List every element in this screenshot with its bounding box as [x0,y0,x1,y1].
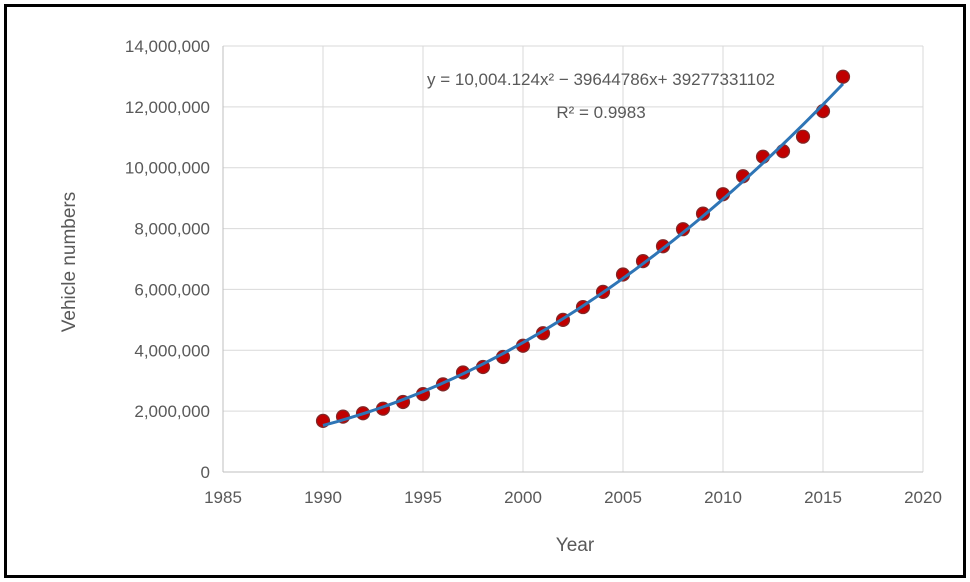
x-axis-title: Year [556,535,595,556]
x-tick-label: 2020 [904,488,942,507]
y-tick-label: 0 [201,463,210,482]
x-tick-labels: 1985 1990 1995 2000 2005 2010 2015 2020 [204,488,942,507]
y-tick-label: 10,000,000 [125,159,210,178]
y-tick-label: 14,000,000 [125,37,210,56]
x-tick-label: 2010 [704,488,742,507]
axes [222,46,923,473]
y-tick-label: 2,000,000 [134,402,210,421]
x-tick-label: 2005 [604,488,642,507]
x-tick-label: 1990 [304,488,342,507]
trendline-r2: R² = 0.9983 [556,103,645,122]
data-point [835,69,851,84]
chart-frame: 0 2,000,000 4,000,000 6,000,000 8,000,000 10,… [4,4,966,578]
x-tick-label: 1995 [404,488,442,507]
trend-line [322,82,845,427]
data-point [795,129,811,144]
y-tick-label: 4,000,000 [134,341,210,360]
scatter-chart: 0 2,000,000 4,000,000 6,000,000 8,000,000 10,… [59,37,942,556]
trendline-equation: y = 10,004.124x² − 39644786x+ 3927733110… [427,70,775,89]
y-axis-title: Vehicle numbers [59,192,80,332]
y-tick-label: 8,000,000 [134,220,210,239]
x-tick-label: 1985 [204,488,242,507]
data-points [315,69,851,428]
grid-lines [223,45,924,472]
x-tick-label: 2015 [804,488,842,507]
y-tick-label: 12,000,000 [125,98,210,117]
y-tick-label: 6,000,000 [134,280,210,299]
y-tick-labels: 0 2,000,000 4,000,000 6,000,000 8,000,000 10,… [125,37,210,482]
x-tick-label: 2000 [504,488,542,507]
